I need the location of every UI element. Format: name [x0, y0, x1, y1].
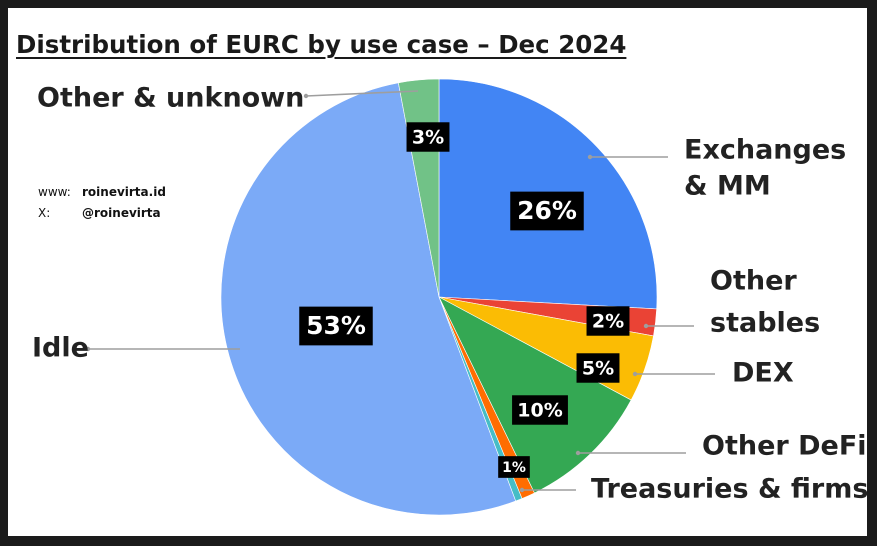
percent-badge-1	[586, 306, 630, 336]
leader-dot-6	[85, 346, 91, 352]
slice-name-label-4-0: Treasuries & firms	[591, 474, 868, 505]
slice-name-label-1-0: Other	[710, 266, 797, 297]
percent-label-2: 5%	[582, 358, 614, 380]
chart-title: Distribution of EURC by use case – Dec 2…	[16, 30, 627, 59]
percent-label-7: 3%	[412, 127, 444, 149]
credit-website-value: roinevirta.id	[82, 185, 166, 199]
percent-badge-2	[576, 353, 620, 383]
credit-x-key: X:	[38, 206, 51, 220]
credit-website-key: www:	[38, 185, 71, 199]
percent-badge-4	[498, 456, 530, 478]
slice-name-label-0-1: & MM	[684, 171, 771, 202]
percent-label-4: 1%	[502, 460, 526, 476]
slice-name-label-3-0: Other DeFi	[702, 431, 867, 462]
leader-dot-3	[575, 450, 581, 456]
slice-name-label-7-0: Other & unknown	[37, 83, 304, 114]
slice-name-label-0-0: Exchanges	[684, 135, 846, 166]
leader-dot-4	[519, 487, 525, 493]
percent-badge-3	[512, 395, 568, 425]
leader-dot-1	[643, 323, 649, 329]
slice-name-label-6-0: Idle	[32, 333, 89, 364]
percent-badge-7	[406, 122, 450, 152]
percent-badge-6	[299, 306, 373, 346]
leader-dot-7	[303, 93, 309, 99]
pie-slice-6	[220, 82, 517, 516]
percent-label-0: 26%	[517, 196, 577, 225]
credit-x-value: @roinevirta	[82, 206, 161, 220]
percent-label-6: 53%	[306, 311, 366, 340]
slice-name-label-1-1: stables	[710, 308, 820, 339]
leader-line-7	[305, 90, 419, 97]
credit-x: X: @roinevirta	[38, 206, 161, 220]
credit-website: www: roinevirta.id	[38, 185, 166, 199]
leader-dot-2	[632, 371, 638, 377]
slice-name-label-2-0: DEX	[732, 358, 794, 389]
leader-dot-0	[587, 154, 593, 160]
percent-label-1: 2%	[592, 311, 624, 333]
percent-label-3: 10%	[517, 400, 562, 422]
percent-badge-0	[510, 191, 584, 231]
